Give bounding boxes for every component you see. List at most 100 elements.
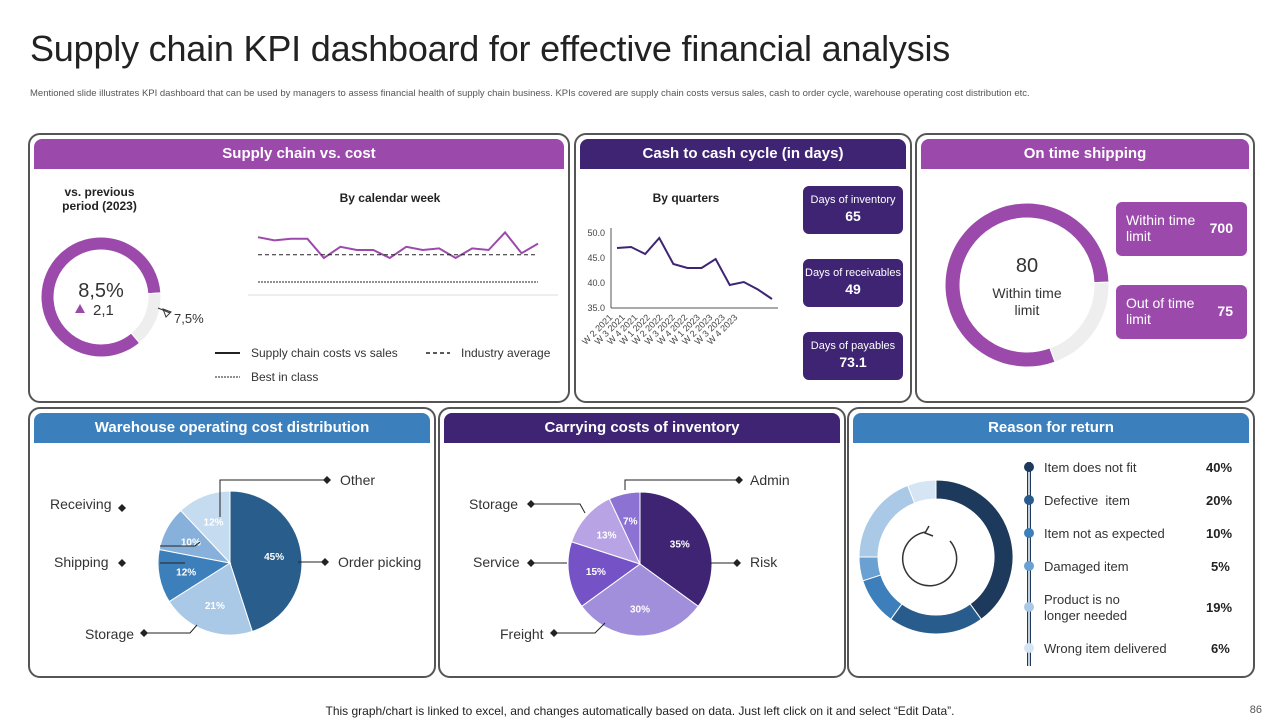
slice-storage[interactable]	[570, 498, 641, 565]
slice-storage[interactable]	[168, 562, 253, 636]
series-line-0[interactable]	[257, 230, 539, 260]
marker-arrow-icon	[162, 308, 172, 318]
quarters-chart-title: By quarters	[652, 191, 720, 205]
carrying-pie-chart[interactable]: 35% 30% 15% 13% 7% Admin Storage Service Fre…	[440, 447, 844, 672]
shipping-donut-chart[interactable]: 80	[937, 195, 1117, 375]
slice-value-label: 35%	[670, 540, 690, 551]
leader-admin	[624, 479, 738, 490]
returns-panel[interactable]: Reason for return Item does not fit 40% …	[847, 407, 1255, 678]
cash-cycle-panel[interactable]: Cash to cash cycle (in days) By quarters…	[574, 133, 912, 403]
slice-admin[interactable]	[608, 491, 641, 565]
kpi-days-of-payables[interactable]: Days of payables 73.1	[803, 332, 903, 380]
return-reason-label: Product is no longer needed	[1044, 592, 1128, 623]
slice-defective-item[interactable]	[890, 603, 982, 635]
up-triangle-icon	[75, 304, 85, 313]
label-admin: Admin	[750, 472, 790, 488]
footer-note: This graph/chart is linked to excel, and…	[325, 704, 955, 718]
carrying-leaders	[532, 479, 738, 634]
carrying-panel[interactable]: Carrying costs of inventory 35% 30% 15% 13%…	[438, 407, 846, 678]
return-reason-label: Item not as expected	[1044, 526, 1165, 541]
return-reason-label: Wrong item delivered	[1044, 641, 1167, 656]
leader-receiving	[160, 541, 201, 547]
slice-order-picking[interactable]	[229, 490, 303, 633]
return-reason-pct: 40%	[1206, 460, 1233, 475]
legend-series-label: Supply chain costs vs sales	[251, 346, 398, 360]
supply-chain-panel[interactable]: Supply chain vs. cost vs. previous perio…	[28, 133, 570, 403]
warehouse-leaders	[145, 479, 325, 634]
slice-within-time-limit[interactable]	[944, 202, 1110, 368]
slice-out-of-time-limit[interactable]	[1049, 281, 1110, 363]
slice-other[interactable]	[180, 490, 231, 565]
return-reason-label: Item does not fit	[1044, 460, 1137, 475]
page-number: 86	[1249, 704, 1262, 716]
shipping-box-value: 75	[1217, 303, 1233, 319]
legend-industry-label: Industry average	[461, 346, 551, 360]
diamond-icon	[527, 559, 535, 567]
y-tick-label: 45.0	[587, 253, 605, 263]
quarters-series-line[interactable]	[616, 236, 773, 300]
return-reason-label: Damaged item	[1044, 559, 1129, 574]
slice-item-does-not-fit[interactable]	[935, 479, 1014, 620]
label-service: Service	[473, 554, 520, 570]
kpi-label: Days of inventory	[810, 194, 896, 206]
slice-value-label: 30%	[630, 605, 650, 616]
kpi-label: Days of payables	[810, 340, 896, 352]
slice-supply-chain-cost-share[interactable]	[40, 236, 162, 358]
shipping-out-box[interactable]: Out of time limit 75	[1116, 285, 1247, 339]
return-reason-pct: 20%	[1206, 493, 1233, 508]
supply-chain-header: Supply chain vs. cost	[34, 139, 564, 169]
slice-value-label: 10%	[181, 537, 201, 548]
timeline-dot	[1024, 495, 1034, 505]
slice-item-not-as-expected[interactable]	[862, 574, 903, 620]
slice-value-label: 7%	[623, 516, 638, 527]
slice-service[interactable]	[567, 541, 642, 608]
legend-best-label: Best in class	[251, 370, 318, 384]
leader-storage	[145, 624, 198, 634]
kpi-days-of-receivables[interactable]: Days of receivables 49	[803, 259, 903, 307]
y-tick-label: 35.0	[587, 303, 605, 313]
donut-marker-label: 7,5%	[174, 311, 204, 326]
supply-donut-chart[interactable]: 8,5% 2,1 7,5%	[30, 225, 240, 365]
diamond-icon	[118, 559, 126, 567]
diamond-icon	[735, 476, 743, 484]
cash-cycle-header: Cash to cash cycle (in days)	[580, 139, 906, 169]
timeline-dot	[1024, 643, 1034, 653]
slice-value-label: 12%	[176, 567, 196, 578]
kpi-value: 65	[845, 208, 861, 224]
label-other: Other	[340, 472, 375, 488]
kpi-days-of-inventory[interactable]: Days of inventory 65	[803, 186, 903, 234]
slice-wrong-item-delivered[interactable]	[907, 479, 937, 504]
diamond-icon	[118, 504, 126, 512]
timeline-dot	[1024, 528, 1034, 538]
shipping-within-box[interactable]: Within time limit 700	[1116, 202, 1247, 256]
warehouse-header: Warehouse operating cost distribution	[34, 413, 430, 443]
warehouse-panel[interactable]: Warehouse operating cost distribution 45…	[28, 407, 436, 678]
timeline-dot	[1024, 561, 1034, 571]
shipping-center-value: 80	[1016, 255, 1038, 277]
slice-risk[interactable]	[639, 491, 713, 608]
label-storage: Storage	[469, 496, 518, 512]
shipping-center-label: Within time limit	[992, 285, 1062, 318]
slice-value-label: 13%	[597, 530, 617, 541]
shipping-panel[interactable]: On time shipping 80 Within time limit Wi…	[915, 133, 1255, 403]
trend-title: By calendar week	[339, 191, 441, 205]
kpi-value: 49	[845, 281, 861, 297]
slice-value-label: 12%	[204, 517, 224, 528]
slice-value-label: 21%	[205, 601, 225, 612]
warehouse-pie-chart[interactable]: 45%21%12%10%12% Other Receiving Shipping…	[30, 447, 434, 672]
slice-freight[interactable]	[581, 563, 699, 637]
shipping-box-value: 700	[1209, 220, 1233, 236]
returns-donut-chart[interactable]	[849, 469, 1024, 644]
page-title: Supply chain KPI dashboard for effective…	[30, 28, 951, 69]
timeline-dot	[1024, 602, 1034, 612]
slice-remainder[interactable]	[130, 292, 162, 344]
calendar-week-chart[interactable]	[248, 213, 558, 303]
diamond-icon	[321, 558, 329, 566]
returns-timeline	[1024, 462, 1034, 666]
donut-caption: vs. previous period (2023)	[62, 185, 137, 213]
carrying-header: Carrying costs of inventory	[444, 413, 840, 443]
diamond-icon	[527, 500, 535, 508]
leader-freight	[555, 622, 606, 634]
donut-change: 2,1	[93, 302, 114, 319]
